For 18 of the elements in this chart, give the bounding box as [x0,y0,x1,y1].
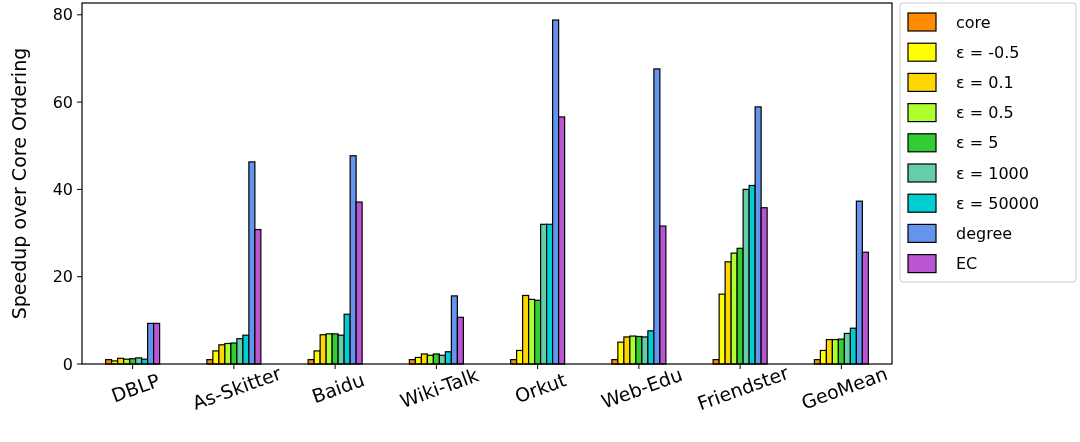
y-tick-label: 20 [52,267,73,287]
legend-label: ε = 0.5 [956,103,1014,123]
legend-label: ε = 1000 [956,163,1029,183]
legend-label: ε = 0.1 [956,73,1014,92]
y-axis-title: Speedup over Core Ordering [8,47,30,320]
y-tick-label: 0 [62,354,73,374]
legend-label: degree [956,224,1013,243]
y-tick-label: 80 [52,5,73,25]
legend-label: ε = 5 [956,133,999,153]
legend-label: EC [956,254,978,274]
legend-label: ε = -0.5 [956,42,1020,62]
x-tick-label: DBLP [108,368,163,407]
y-tick-label: 40 [52,179,73,199]
legend-label: ε = 50000 [956,193,1040,213]
x-tick-label: Orkut [511,368,569,408]
x-tick-label: Baidu [308,368,368,408]
y-tick-label: 60 [52,92,73,112]
legend-label: core [956,12,991,32]
